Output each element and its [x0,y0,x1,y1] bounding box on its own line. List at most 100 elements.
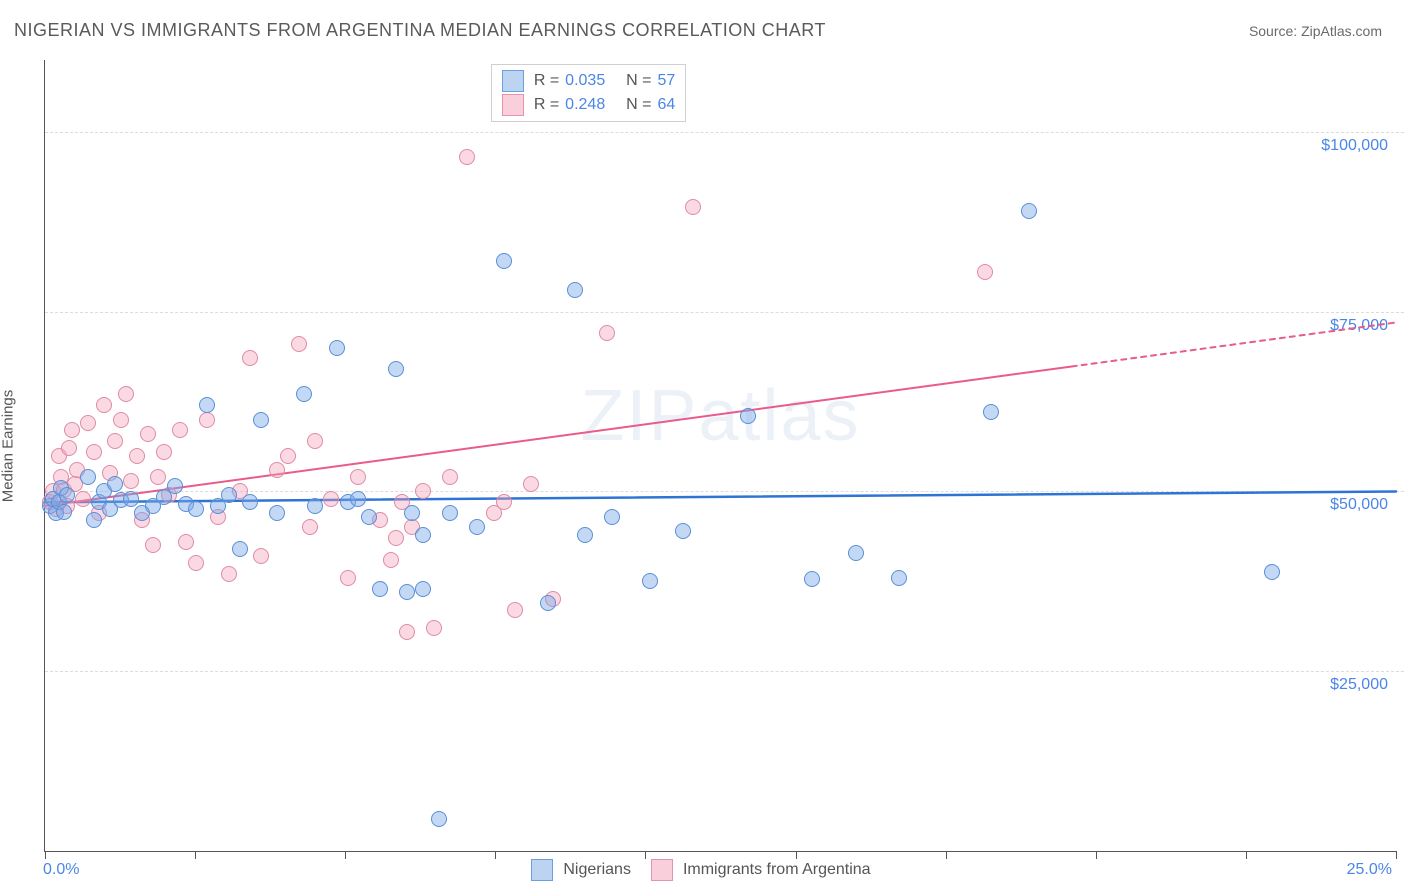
scatter-point-nigerians [59,487,75,503]
scatter-point-nigerians [221,487,237,503]
scatter-point-nigerians [804,571,820,587]
scatter-point-nigerians [56,504,72,520]
scatter-point-nigerians [891,570,907,586]
scatter-point-nigerians [496,253,512,269]
scatter-point-argentina [123,473,139,489]
scatter-point-nigerians [86,512,102,528]
scatter-point-argentina [685,199,701,215]
stats-legend: R = 0.035 N = 57 R = 0.248 N = 64 [491,64,686,122]
scatter-point-argentina [80,415,96,431]
scatter-point-argentina [242,350,258,366]
scatter-point-argentina [307,433,323,449]
scatter-point-argentina [172,422,188,438]
swatch-nigerians-icon [531,859,553,881]
scatter-point-nigerians [350,491,366,507]
legend-label-argentina: Immigrants from Argentina [683,861,871,879]
scatter-point-nigerians [107,476,123,492]
chart-source: Source: ZipAtlas.com [1249,23,1382,39]
scatter-point-nigerians [329,340,345,356]
chart-plot-area: ZIPatlas $25,000$50,000$75,000$100,000 R… [44,60,1396,852]
scatter-point-nigerians [80,469,96,485]
scatter-point-nigerians [307,498,323,514]
scatter-point-argentina [188,555,204,571]
x-min-label: 0.0% [43,861,79,879]
scatter-point-nigerians [1021,203,1037,219]
scatter-point-argentina [496,494,512,510]
trend-lines [45,60,1396,851]
scatter-point-argentina [977,264,993,280]
scatter-point-argentina [388,530,404,546]
r-value-argentina: 0.248 [565,93,605,117]
r-label: R = [534,93,559,117]
stats-row-nigerians: R = 0.035 N = 57 [502,69,675,93]
scatter-point-nigerians [983,404,999,420]
scatter-point-argentina [340,570,356,586]
scatter-point-nigerians [431,811,447,827]
n-value-argentina: 64 [657,93,675,117]
scatter-point-nigerians [740,408,756,424]
legend-item-nigerians: Nigerians [531,859,631,881]
scatter-point-argentina [178,534,194,550]
scatter-point-argentina [145,537,161,553]
swatch-argentina-icon [651,859,673,881]
scatter-point-argentina [507,602,523,618]
scatter-point-argentina [350,469,366,485]
scatter-point-argentina [150,469,166,485]
scatter-point-nigerians [232,541,248,557]
scatter-point-argentina [280,448,296,464]
scatter-point-nigerians [123,491,139,507]
scatter-point-nigerians [642,573,658,589]
scatter-point-nigerians [388,361,404,377]
scatter-point-argentina [459,149,475,165]
r-label: R = [534,69,559,93]
scatter-point-argentina [599,325,615,341]
scatter-point-argentina [113,412,129,428]
y-axis-label: Median Earnings [0,390,17,503]
scatter-point-argentina [291,336,307,352]
scatter-point-argentina [302,519,318,535]
r-value-nigerians: 0.035 [565,69,605,93]
scatter-point-nigerians [372,581,388,597]
scatter-point-nigerians [253,412,269,428]
scatter-point-nigerians [269,505,285,521]
scatter-point-argentina [426,620,442,636]
scatter-point-argentina [442,469,458,485]
scatter-point-nigerians [469,519,485,535]
scatter-point-argentina [415,483,431,499]
scatter-point-argentina [107,433,123,449]
scatter-point-argentina [269,462,285,478]
scatter-point-argentina [96,397,112,413]
n-label: N = [626,69,651,93]
scatter-point-argentina [199,412,215,428]
swatch-argentina-icon [502,94,524,116]
scatter-point-argentina [383,552,399,568]
n-value-nigerians: 57 [657,69,675,93]
scatter-point-argentina [523,476,539,492]
scatter-point-nigerians [188,501,204,517]
scatter-point-argentina [118,386,134,402]
scatter-point-argentina [399,624,415,640]
swatch-nigerians-icon [502,70,524,92]
n-label: N = [626,93,651,117]
scatter-point-nigerians [399,584,415,600]
scatter-point-argentina [86,444,102,460]
scatter-point-argentina [61,440,77,456]
stats-row-argentina: R = 0.248 N = 64 [502,93,675,117]
scatter-point-nigerians [242,494,258,510]
scatter-point-argentina [221,566,237,582]
legend-label-nigerians: Nigerians [563,861,631,879]
x-max-label: 25.0% [1347,861,1392,879]
scatter-point-nigerians [675,523,691,539]
scatter-point-argentina [129,448,145,464]
scatter-point-argentina [323,491,339,507]
scatter-point-nigerians [404,505,420,521]
scatter-point-nigerians [604,509,620,525]
scatter-point-argentina [156,444,172,460]
scatter-point-nigerians [361,509,377,525]
series-legend: Nigerians Immigrants from Argentina [531,859,870,881]
scatter-point-nigerians [1264,564,1280,580]
scatter-point-nigerians [848,545,864,561]
scatter-point-nigerians [567,282,583,298]
scatter-point-nigerians [167,478,183,494]
scatter-point-nigerians [199,397,215,413]
